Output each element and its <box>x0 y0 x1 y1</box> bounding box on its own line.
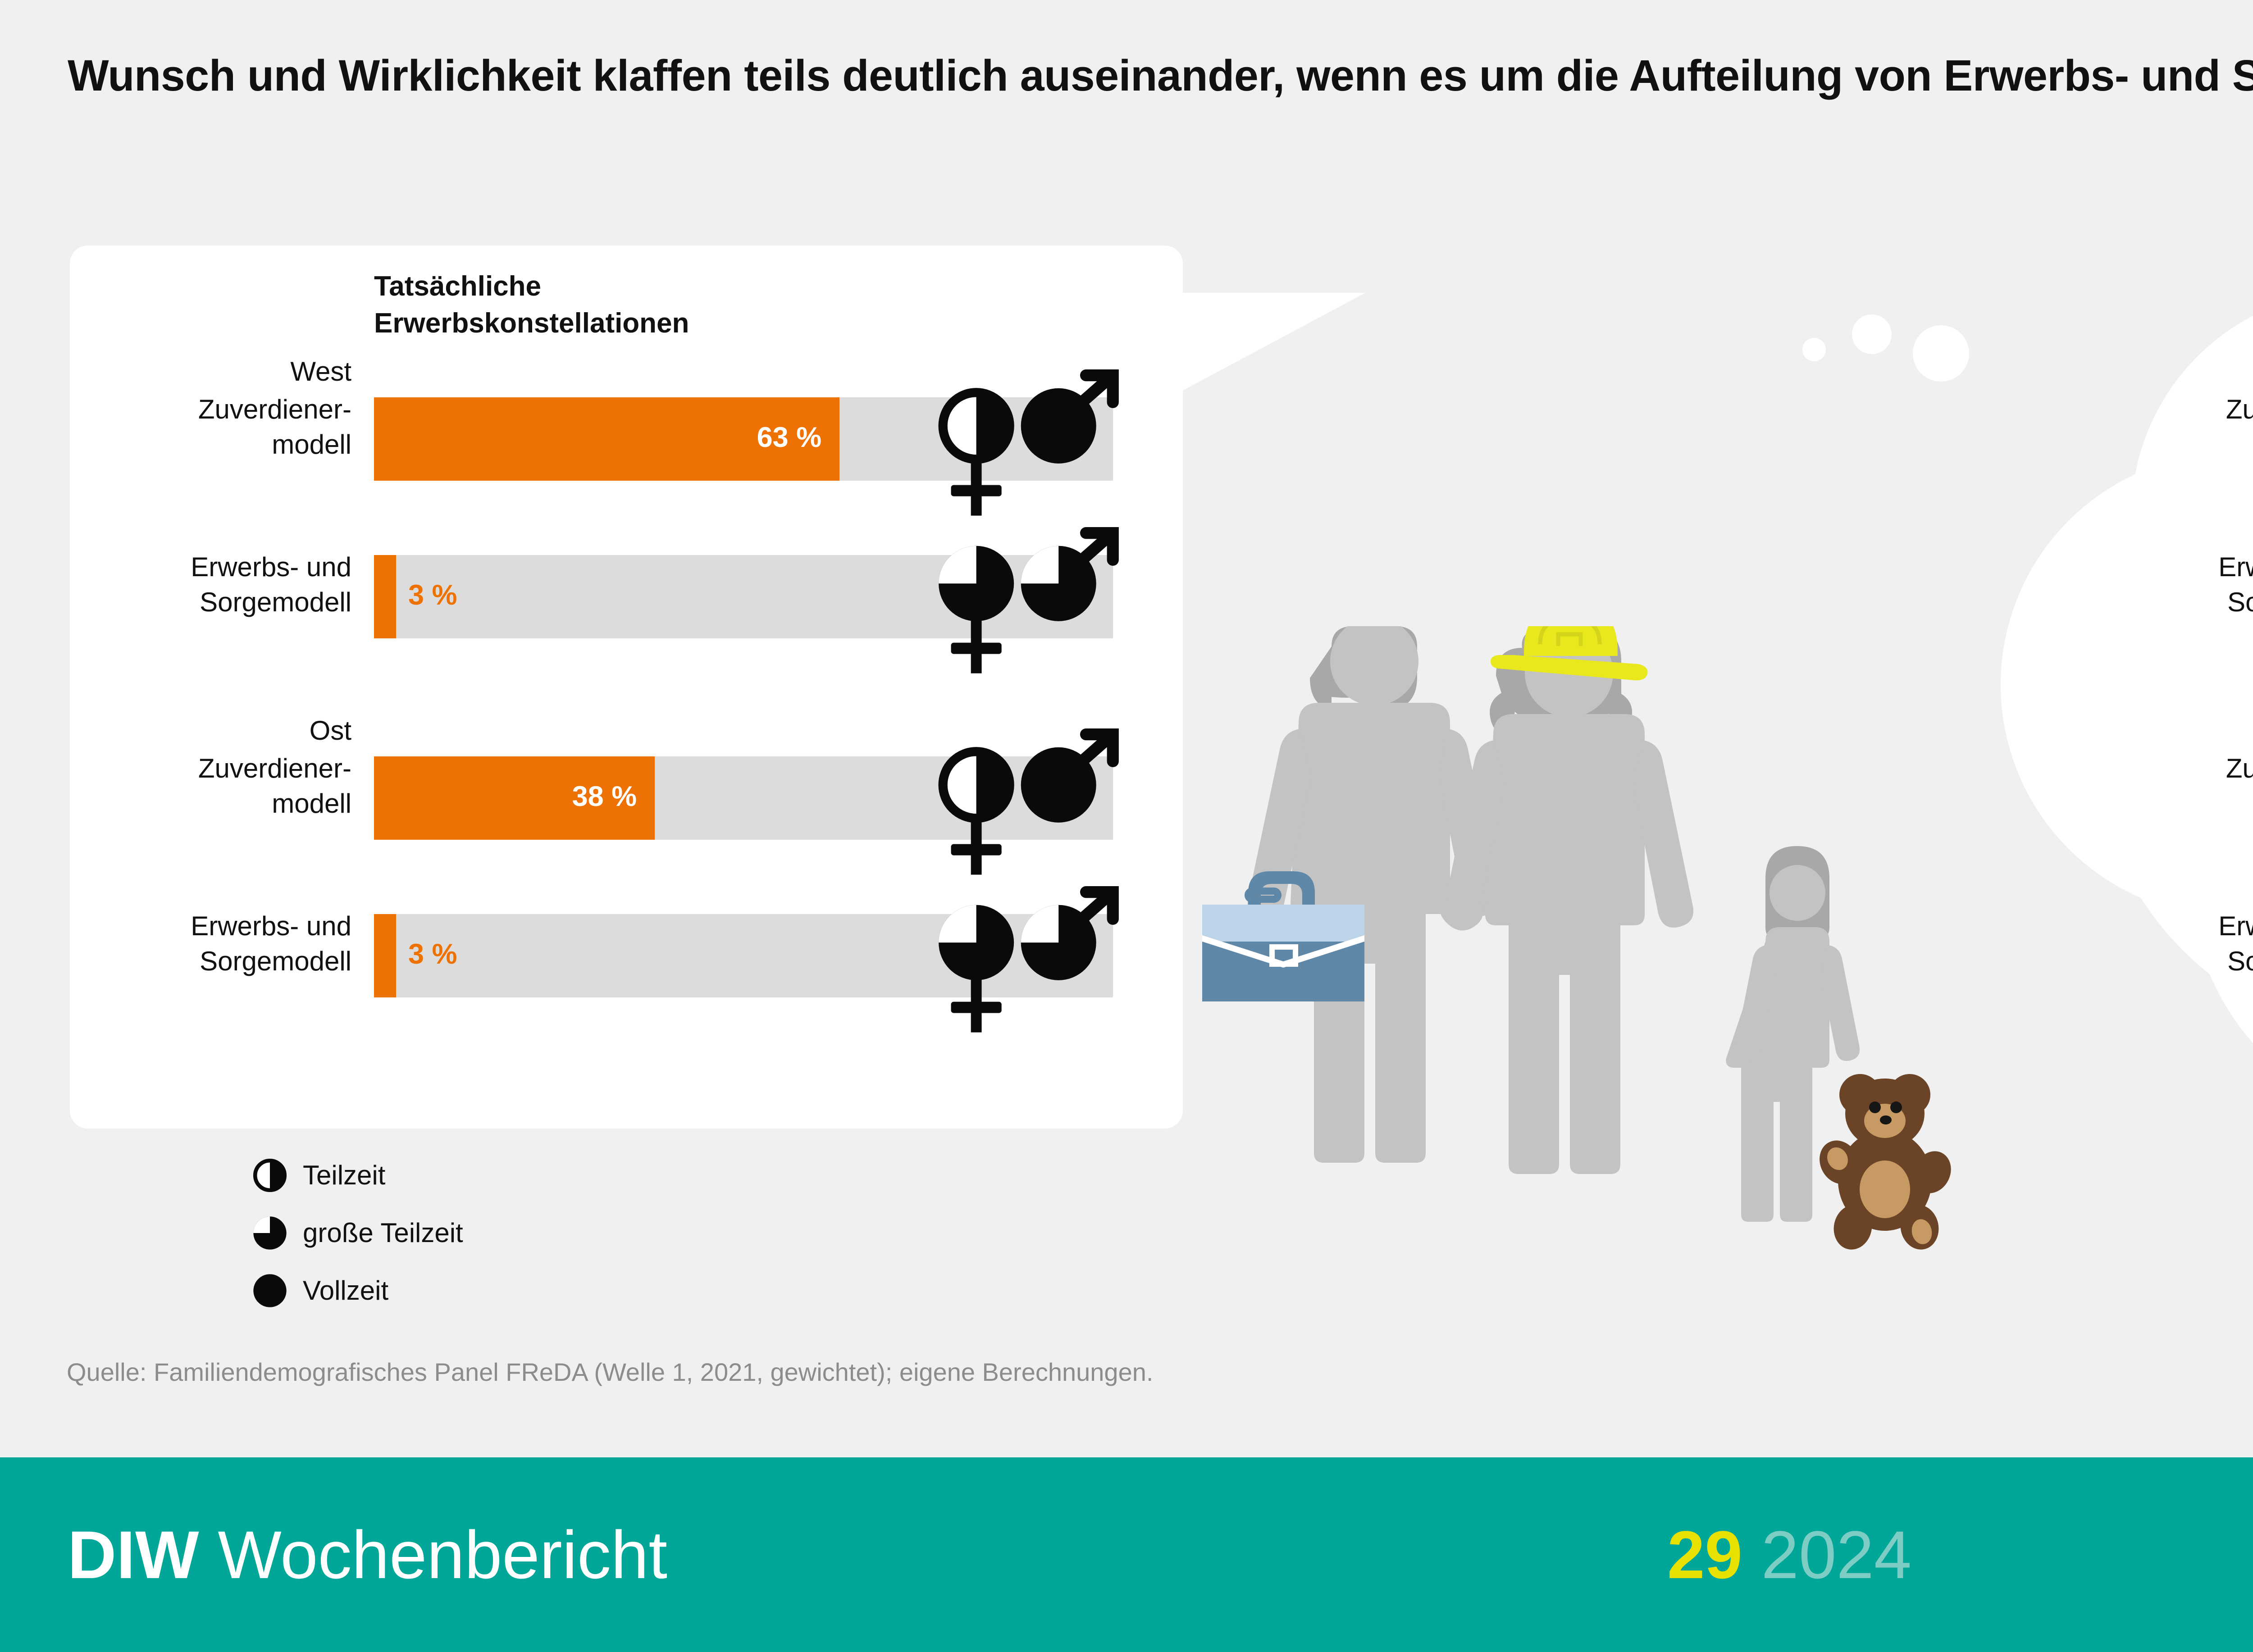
region-label-west-actual: West <box>290 356 351 387</box>
row-label-west-zuverdiener-ideal: Zuverdiener- modell <box>2226 394 2253 424</box>
thought-cloud-ideal <box>2001 218 2253 1151</box>
row-label-west-zuverdiener-actual: Zuverdiener- modell <box>198 394 351 460</box>
bar-value-west-zuverdiener-actual: 63 % <box>757 422 822 453</box>
bar-value-ost-sorge-actual: 3 % <box>408 938 457 970</box>
region-label-west-ideal: West <box>2199 358 2253 385</box>
icon-pair-ost-zuverdiener-actual <box>938 728 1119 875</box>
bar-fill-ost-zuverdiener-actual <box>374 756 655 840</box>
bar-fill-west-sorge-actual <box>374 555 397 638</box>
bar-value-ost-zuverdiener-actual: 38 % <box>572 781 637 812</box>
speech-bubble-tail <box>1172 293 1365 396</box>
icon-pair-west-zuverdiener-actual <box>938 369 1119 516</box>
icon-pair-ost-sorge-actual <box>939 886 1119 1033</box>
bar-fill-ost-sorge-actual <box>374 914 397 997</box>
three-quarter-filled-circle-icon <box>253 1216 287 1250</box>
footer-bar: DIW Wochenbericht 29 2024 DIW BERLIN <box>0 1457 2253 1652</box>
half-filled-circle-icon <box>253 1158 287 1192</box>
row-label-ost-sorge-ideal: Erwerbs- und Sorgemodell <box>2218 911 2253 976</box>
thought-dot-large <box>1913 325 1969 382</box>
legend-item-teilzeit: Teilzeit <box>252 1147 463 1204</box>
legend-label-teilzeit: Teilzeit <box>303 1160 386 1190</box>
panel-actual: Tatsächliche Erwerbskonstellationen West… <box>0 234 1217 1180</box>
issue-number: 29 <box>1667 1517 1742 1593</box>
row-label-west-sorge-actual: Erwerbs- und Sorgemodell <box>191 552 351 617</box>
briefcase-icon <box>1202 871 1364 1001</box>
footer-brand-diw: DIW <box>68 1517 199 1593</box>
female-symbol-teilzeit <box>938 747 1014 875</box>
legend-worktime: Teilzeit große Teilzeit Vollzeit <box>252 1147 463 1320</box>
figure-mother <box>1440 626 1694 1174</box>
row-label-ost-sorge-actual: Erwerbs- und Sorgemodell <box>191 911 351 976</box>
teddy-bear-icon <box>1820 1074 1951 1250</box>
footer-brand-wochenbericht: Wochenbericht <box>218 1517 668 1593</box>
thought-dot-small <box>1802 338 1826 361</box>
panel-ideal: Als ideal angesehene Erwerbskonstellatio… <box>2091 234 2253 1180</box>
row-label-ost-zuverdiener-ideal: Zuverdiener- modell <box>2226 753 2253 783</box>
female-symbol-teilzeit <box>938 388 1014 516</box>
panel-actual-heading: Tatsächliche Erwerbskonstellationen <box>374 271 689 339</box>
legend-label-vollzeit: Vollzeit <box>303 1275 389 1306</box>
family-illustration <box>1202 626 1951 1250</box>
page-title: Wunsch und Wirklichkeit klaffen teils de… <box>68 51 2253 100</box>
bar-value-west-sorge-actual: 3 % <box>408 579 457 611</box>
thought-dot-medium <box>1852 314 1892 354</box>
region-label-ost-ideal: Ost <box>2199 717 2253 744</box>
footer-brand: DIW Wochenbericht <box>68 1521 667 1588</box>
legend-item-vollzeit: Vollzeit <box>252 1262 463 1320</box>
figure-father <box>1202 626 1499 1163</box>
bar-fill-west-zuverdiener-actual <box>374 397 840 481</box>
male-symbol-grosse-teilzeit <box>1021 886 1119 980</box>
source-note: Quelle: Familiendemografisches Panel FRe… <box>67 1358 1154 1386</box>
male-symbol-vollzeit <box>1021 728 1119 823</box>
icon-pair-west-sorge-actual <box>939 527 1119 674</box>
row-label-ost-zuverdiener-actual: Zuverdiener- modell <box>198 753 351 819</box>
legend-item-grosse-teilzeit: große Teilzeit <box>252 1204 463 1262</box>
figure-child <box>1726 846 1951 1250</box>
male-symbol-grosse-teilzeit <box>1021 527 1119 621</box>
female-symbol-grosse-teilzeit <box>939 546 1014 674</box>
issue-year: 2024 <box>1761 1517 1912 1593</box>
full-filled-circle-icon <box>253 1274 287 1307</box>
legend-label-grosse-teilzeit: große Teilzeit <box>303 1218 463 1248</box>
hard-hat-icon <box>1491 626 1648 681</box>
infographic-stage: Tatsächliche Erwerbskonstellationen West… <box>0 234 2253 1352</box>
region-label-ost-actual: Ost <box>309 715 351 746</box>
female-symbol-grosse-teilzeit <box>939 905 1014 1033</box>
male-symbol-vollzeit <box>1021 369 1119 464</box>
issue-label: 29 2024 <box>1667 1521 1911 1588</box>
row-label-west-sorge-ideal: Erwerbs- und Sorgemodell <box>2218 552 2253 617</box>
